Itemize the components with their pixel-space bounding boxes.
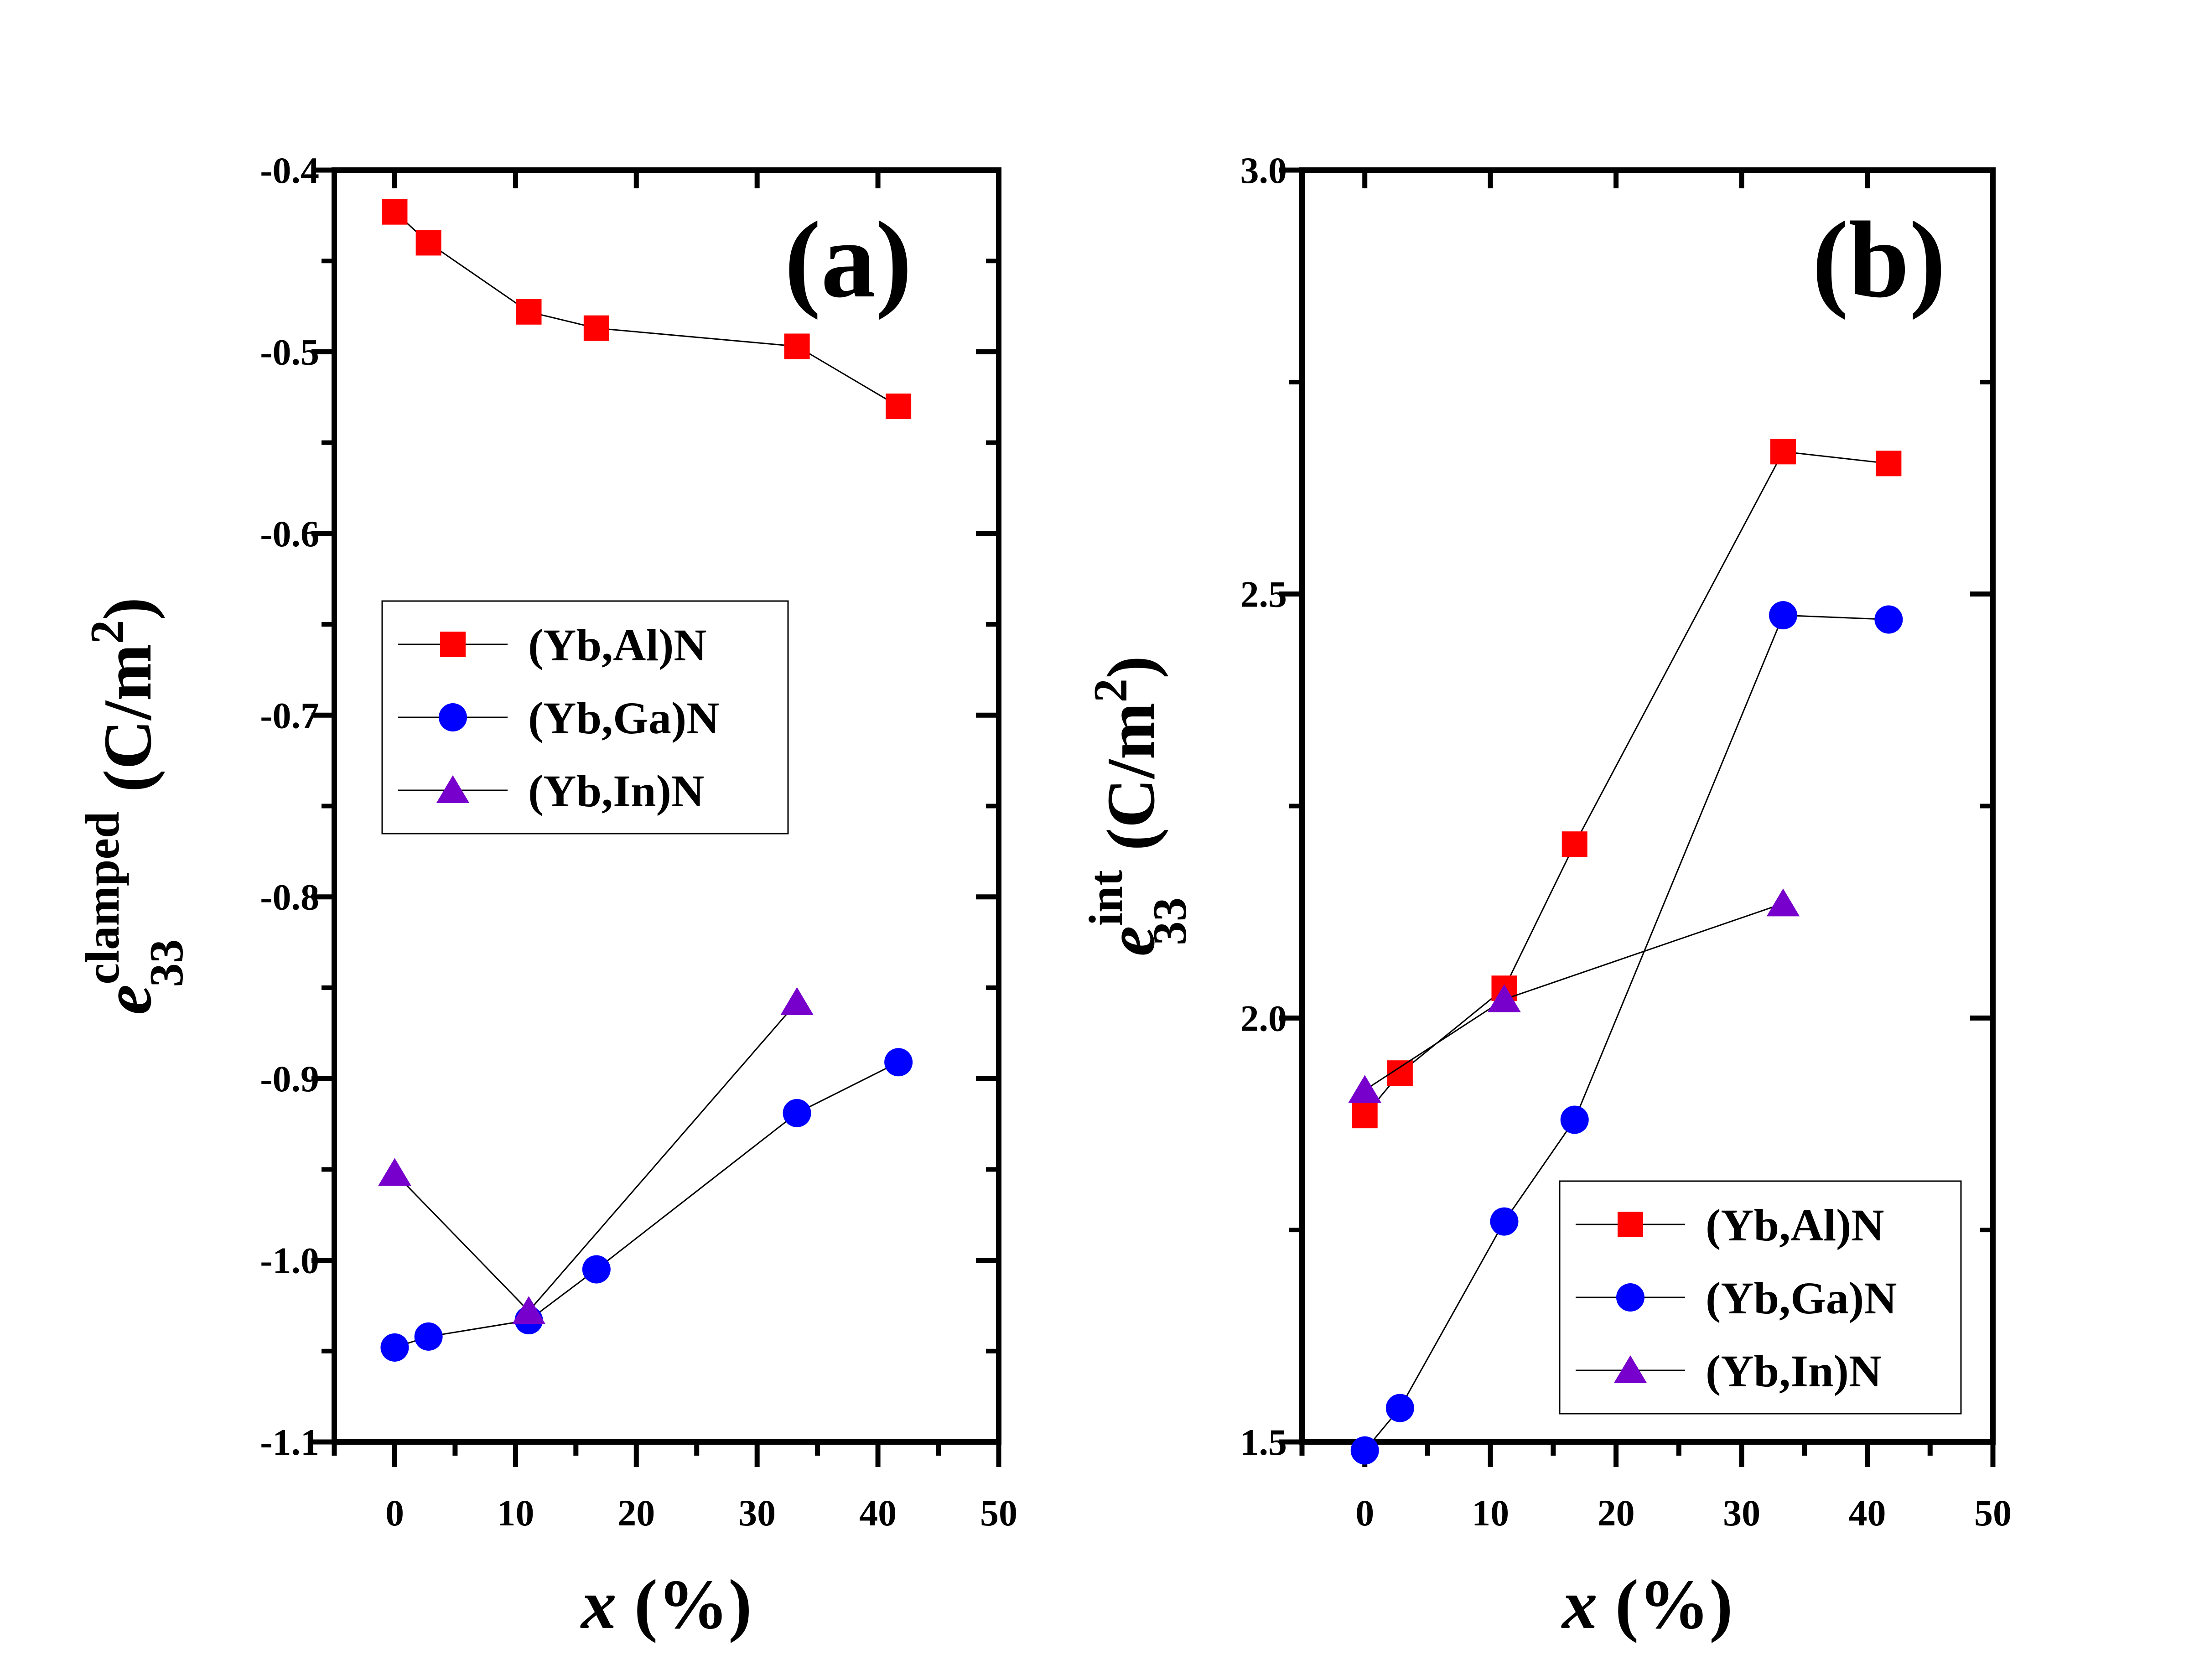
panel-a-point-yb-ga-n (414, 1322, 443, 1351)
panel-b-legend-marker (1616, 1283, 1644, 1312)
panel-b-x-tick-label: 30 (1723, 1492, 1760, 1534)
panel-a-y-tick-label: -0.5 (260, 331, 319, 373)
panel-b-point-yb-ga-n (1874, 605, 1903, 634)
panel-a-y-tick-label: -0.9 (260, 1058, 319, 1099)
panel-b-y-axis-label: eint 33 (C/m2) (1079, 656, 1196, 956)
panel-b-x-axis-label: x (%) (1561, 1565, 1733, 1644)
panel-b-point-yb-ga-n (1560, 1105, 1589, 1134)
panel-a-x-tick-label: 10 (497, 1492, 534, 1534)
panel-b-legend-label: (Yb,Ga)N (1706, 1273, 1897, 1323)
panel-b-label: (b) (1812, 199, 1945, 320)
panel-a-legend-marker (440, 632, 466, 657)
panel-a-legend-label: (Yb,Ga)N (528, 693, 719, 743)
panel-a-y-tick-label: -1.1 (260, 1421, 319, 1463)
panel-a-legend-label: (Yb,In)N (528, 766, 704, 816)
panel-a-point-yb-in-n (512, 1296, 545, 1324)
panel-a-point-yb-al-n (516, 299, 542, 325)
panel-b: 0 10 20 30 40 501.52.02.53.0(Yb,Al)N(Yb,Ga)N(… (1079, 150, 2012, 1644)
panel-a-point-yb-al-n (886, 393, 912, 419)
panel-b-x-tick-label: 0 (1355, 1492, 1374, 1534)
panel-a-x-axis-label: x (%) (580, 1565, 752, 1644)
panel-b-point-yb-in-n (1488, 984, 1521, 1012)
panel-b-x-tick-label: 20 (1598, 1492, 1635, 1534)
panel-b-point-yb-al-n (1770, 439, 1796, 465)
panel-a-point-yb-al-n (583, 315, 609, 341)
panel-a-x-tick-label: 40 (859, 1492, 897, 1534)
panel-b-point-yb-al-n (1561, 831, 1587, 857)
panel-a-y-tick-label: -0.8 (260, 876, 319, 918)
panel-b-y-tick-label: 1.5 (1240, 1421, 1287, 1463)
panel-b-point-yb-ga-n (1385, 1394, 1414, 1422)
panel-b-point-yb-in-n (1348, 1075, 1382, 1103)
panel-a-legend-marker (436, 775, 470, 804)
panel-b-legend-marker (1618, 1212, 1643, 1237)
panel-a-y-axis-label: eclamped 33 (C/m2) (76, 597, 193, 1015)
panel-b-legend-label: (Yb,Al)N (1706, 1200, 1884, 1250)
panel-a-legend-marker (439, 703, 467, 731)
panel-a-legend: (Yb,Al)N (Yb,Ga)N (Yb,In)N (381, 600, 789, 835)
panel-b-point-yb-ga-n (1350, 1436, 1379, 1465)
panel-a-x-tick-label: 20 (617, 1492, 655, 1534)
panel-b-x-tick-label: 10 (1472, 1492, 1509, 1534)
panel-b-point-yb-ga-n (1490, 1207, 1519, 1236)
panel-b-y-tick-label: 3.0 (1240, 150, 1287, 191)
panel-b-point-yb-in-n (1766, 888, 1800, 917)
panel-a-point-yb-al-n (415, 230, 441, 256)
panel-a-y-tick-label: -0.4 (260, 150, 319, 191)
panel-a-point-yb-in-n (780, 987, 814, 1015)
panel-a-point-yb-ga-n (783, 1099, 811, 1127)
panel-a-point-yb-ga-n (380, 1333, 409, 1362)
panel-a-point-yb-in-n (378, 1158, 411, 1186)
panel-a-x-tick-label: 0 (385, 1492, 404, 1534)
panel-b-legend-label: (Yb,In)N (1706, 1346, 1882, 1396)
panel-a-point-yb-al-n (382, 199, 408, 225)
panel-a-point-yb-ga-n (582, 1255, 611, 1284)
panel-b-y-tick-label: 2.0 (1240, 997, 1287, 1039)
panel-a-y-tick-label: -0.7 (260, 695, 319, 736)
panel-a-x-tick-label: 30 (738, 1492, 776, 1534)
panel-a-y-tick-label: -1.0 (260, 1240, 319, 1281)
panel-b-point-yb-ga-n (1769, 601, 1797, 630)
panel-a-legend-label: (Yb,Al)N (528, 620, 707, 670)
panel-b-point-yb-al-n (1352, 1103, 1378, 1129)
panel-a-x-tick-label: 50 (980, 1492, 1017, 1534)
panel-b-legend: (Yb,Al)N (Yb,Ga)N (Yb,In)N (1559, 1180, 1962, 1415)
panel-b-point-yb-al-n (1876, 451, 1902, 477)
panel-b-x-tick-label: 40 (1849, 1492, 1886, 1534)
panel-a-y-tick-label: -0.6 (260, 513, 319, 555)
panel-b-y-tick-label: 2.5 (1240, 574, 1287, 615)
panel-a-point-yb-al-n (784, 333, 810, 359)
panel-b-x-tick-label: 50 (1974, 1492, 2012, 1534)
panel-a: 0 10 20 30 40 50 -1.1 -1.0 -0.9 -0.8 -0.7 -0.6 -0.5 -… (76, 150, 1017, 1644)
panel-a-label: (a) (784, 199, 912, 320)
panel-a-point-yb-ga-n (884, 1048, 913, 1077)
panel-b-legend-marker (1613, 1355, 1647, 1384)
